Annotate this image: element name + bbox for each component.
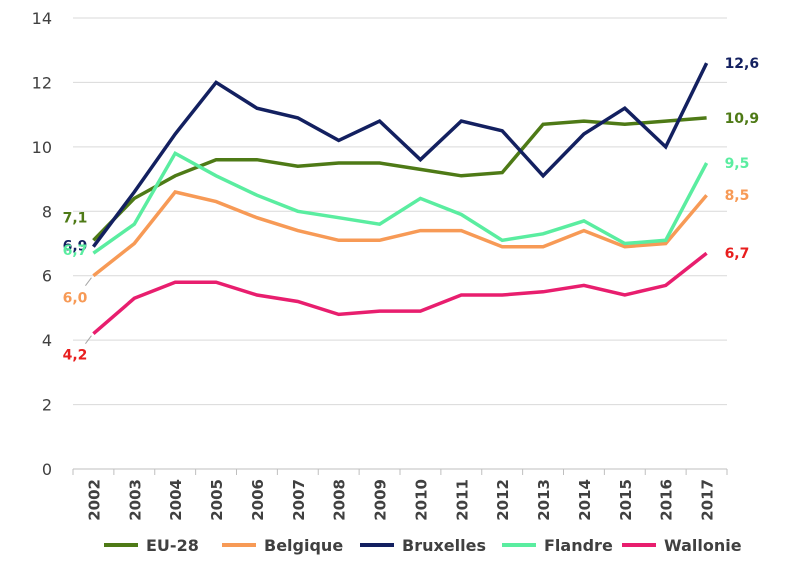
series-line-wallonie	[92, 251, 708, 336]
y-tick-label: 6	[42, 267, 52, 286]
y-tick-label: 2	[42, 396, 52, 415]
x-axis-ticks: 2002 2003 2004 2005 2006 2007 2008 2009 2010 2011…	[85, 479, 716, 521]
x-tick-label: 2014	[576, 479, 594, 521]
y-tick-label: 8	[42, 202, 52, 221]
x-tick-label: 2009	[372, 479, 390, 521]
end-label-wallonie: 6,7	[725, 246, 750, 262]
y-tick-label: 4	[42, 331, 52, 350]
end-label-eu-28: 10,9	[725, 111, 760, 127]
start-label-flandre: 6,7	[63, 243, 88, 259]
x-tick-label: 2015	[617, 479, 635, 521]
end-label-flandre: 9,5	[725, 156, 750, 172]
y-tick-label: 0	[42, 460, 52, 479]
series-line-eu-28	[92, 116, 707, 242]
y-tick-label: 12	[32, 73, 52, 92]
y-tick-label: 14	[32, 9, 52, 28]
legend-label-wallonie: Wallonie	[664, 536, 742, 555]
start-label-eu-28: 7,1	[63, 210, 88, 226]
x-tick-label: 2004	[167, 479, 185, 521]
x-tick-label: 2007	[290, 479, 308, 521]
x-tick-label: 2006	[249, 479, 267, 521]
legend-label-bruxelles: Bruxelles	[402, 536, 486, 555]
x-tick-label: 2010	[412, 479, 430, 521]
x-tick-label: 2017	[699, 479, 717, 521]
value-labels: 7,1 10,9 6,0 8,5 6,9 12,6 6,7 9,5 4,2 6,7	[63, 56, 759, 364]
series-lines	[91, 62, 709, 336]
legend-label-belgique: Belgique	[264, 536, 343, 555]
end-label-belgique: 8,5	[725, 188, 750, 204]
x-tick-label: 2016	[658, 479, 676, 521]
x-tick-label: 2003	[126, 479, 144, 521]
start-label-belgique: 6,0	[63, 291, 88, 307]
x-tick-label: 2002	[85, 479, 103, 521]
x-tick-label: 2012	[494, 479, 512, 521]
legend: EU-28 Belgique Bruxelles Flandre Wallonie	[104, 536, 742, 555]
start-label-bruxelles: 6,9	[63, 239, 88, 255]
start-label-wallonie: 4,2	[63, 348, 88, 364]
y-tick-label: 10	[32, 138, 52, 157]
end-label-bruxelles: 12,6	[725, 56, 760, 72]
x-tick-label: 2013	[535, 479, 553, 521]
x-tick-label: 2008	[331, 479, 349, 521]
x-tick-label: 2005	[208, 479, 226, 521]
legend-label-flandre: Flandre	[544, 536, 613, 555]
x-tick-label: 2011	[453, 479, 471, 521]
x-axis	[72, 468, 728, 475]
series-line-belgique	[92, 190, 708, 278]
legend-label-eu-28: EU-28	[146, 536, 199, 555]
series-line-bruxelles	[91, 62, 709, 248]
leader-line	[85, 335, 92, 345]
gridlines	[73, 17, 727, 406]
y-axis-ticks: 0 2 4 6 8 10 12 14	[32, 9, 52, 479]
series-line-flandre	[92, 150, 709, 255]
leader-line	[85, 277, 92, 287]
